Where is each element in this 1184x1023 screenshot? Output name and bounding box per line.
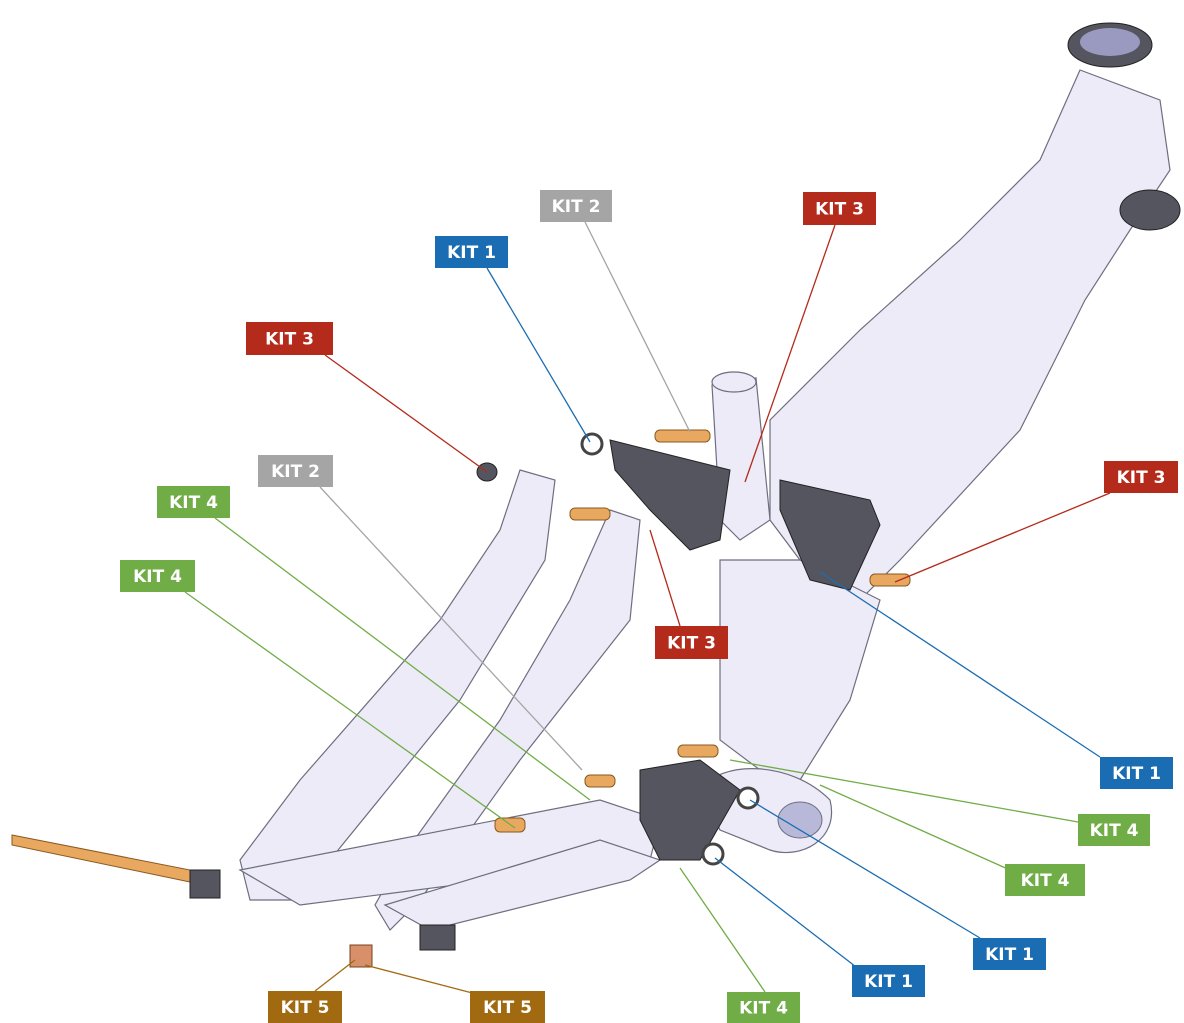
leader-line [585, 222, 690, 432]
bolt [870, 574, 910, 586]
seat-tube-top [712, 372, 756, 392]
headset-bore [1080, 28, 1140, 56]
callout-label: KIT 1 [1112, 764, 1161, 784]
derailleur-hanger [350, 945, 372, 967]
callout: KIT 1 [715, 858, 925, 997]
bearing [738, 788, 758, 808]
seat-tube-lower [720, 560, 880, 780]
callout-label: KIT 3 [1117, 468, 1166, 488]
bolt [570, 508, 610, 520]
callout-label: KIT 3 [265, 330, 314, 350]
callout: KIT 5 [268, 960, 355, 1023]
callout-label: KIT 1 [985, 945, 1034, 965]
axle [12, 835, 190, 882]
leader-line [315, 960, 355, 991]
dropout-clamp [420, 925, 455, 950]
bolt [585, 775, 615, 787]
callout-label: KIT 5 [281, 998, 330, 1018]
callout-label: KIT 4 [1090, 821, 1139, 841]
headset-cup-bottom [1120, 190, 1180, 230]
callout: KIT 1 [435, 236, 590, 442]
diagram: KIT 2 KIT 3 KIT 1 KIT 3 KIT 2 KIT 3 KIT 4 KIT 4… [0, 0, 1184, 1023]
callout-label: KIT 4 [169, 493, 218, 513]
dropout-clamp [190, 870, 220, 898]
leader-line [715, 858, 860, 970]
callout-label: KIT 2 [271, 462, 320, 482]
leader-line [820, 572, 1100, 757]
callout: KIT 4 [680, 868, 800, 1023]
callout: KIT 5 [365, 965, 545, 1023]
callout-label: KIT 4 [1021, 871, 1070, 891]
bolt [678, 745, 718, 757]
callout-label: KIT 4 [133, 567, 182, 587]
leader-line [487, 268, 590, 442]
leader-line [325, 355, 487, 472]
callout-label: KIT 3 [815, 200, 864, 220]
callout-label: KIT 4 [739, 999, 788, 1019]
callout-label: KIT 2 [552, 197, 601, 217]
bolt [655, 430, 710, 442]
callout: KIT 4 [820, 785, 1085, 896]
leader-line [365, 965, 480, 995]
bearing [582, 434, 602, 454]
callout-label: KIT 1 [864, 972, 913, 992]
callout: KIT 3 [246, 322, 487, 472]
callout-label: KIT 1 [447, 243, 496, 263]
leader-line [650, 530, 680, 626]
bearing [703, 844, 723, 864]
leader-line [820, 785, 1010, 870]
bb-bore [778, 802, 822, 838]
callout-label: KIT 5 [483, 998, 532, 1018]
callout-label: KIT 3 [667, 634, 716, 654]
leader-line [750, 800, 980, 938]
